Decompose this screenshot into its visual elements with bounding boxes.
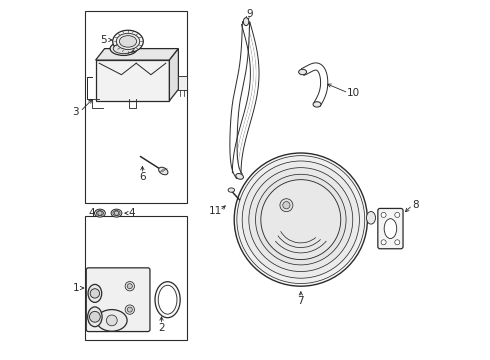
- Bar: [85, 216, 187, 340]
- Circle shape: [127, 307, 132, 312]
- Ellipse shape: [228, 188, 235, 192]
- Circle shape: [237, 156, 365, 284]
- Text: 10: 10: [346, 88, 360, 98]
- Ellipse shape: [298, 69, 307, 75]
- Circle shape: [234, 153, 368, 286]
- Ellipse shape: [236, 174, 244, 179]
- Ellipse shape: [97, 211, 103, 216]
- Ellipse shape: [113, 211, 120, 216]
- Polygon shape: [96, 60, 170, 101]
- Ellipse shape: [120, 36, 137, 47]
- Bar: [178, 76, 187, 90]
- Circle shape: [249, 168, 353, 271]
- Circle shape: [381, 240, 386, 245]
- Text: 2: 2: [158, 323, 165, 333]
- Bar: [85, 11, 187, 203]
- FancyBboxPatch shape: [378, 208, 403, 249]
- Ellipse shape: [367, 211, 375, 224]
- Circle shape: [98, 211, 102, 215]
- Circle shape: [106, 315, 117, 326]
- Text: 4: 4: [88, 208, 95, 218]
- Text: 3: 3: [73, 107, 79, 117]
- Circle shape: [280, 199, 293, 212]
- Ellipse shape: [113, 30, 143, 53]
- Text: 8: 8: [412, 200, 418, 210]
- Ellipse shape: [110, 42, 137, 55]
- Circle shape: [127, 284, 132, 289]
- Text: 7: 7: [297, 296, 304, 306]
- Ellipse shape: [88, 284, 102, 302]
- Circle shape: [255, 174, 346, 265]
- Ellipse shape: [113, 44, 134, 54]
- Ellipse shape: [88, 307, 102, 327]
- Ellipse shape: [95, 209, 105, 217]
- Polygon shape: [170, 49, 178, 101]
- Ellipse shape: [111, 209, 122, 217]
- Text: 9: 9: [247, 9, 253, 19]
- Circle shape: [90, 311, 100, 322]
- FancyBboxPatch shape: [86, 268, 150, 332]
- Ellipse shape: [158, 285, 177, 314]
- Ellipse shape: [97, 310, 127, 331]
- Circle shape: [395, 240, 400, 245]
- Ellipse shape: [384, 219, 397, 239]
- Polygon shape: [96, 49, 178, 60]
- Ellipse shape: [159, 167, 168, 175]
- Ellipse shape: [313, 102, 321, 107]
- Circle shape: [261, 180, 341, 260]
- Text: 5: 5: [100, 35, 107, 45]
- Circle shape: [395, 212, 400, 217]
- Text: 4: 4: [129, 208, 135, 218]
- Text: 6: 6: [139, 172, 146, 183]
- Text: 1: 1: [73, 283, 80, 293]
- Circle shape: [381, 212, 386, 217]
- Ellipse shape: [116, 33, 140, 50]
- Text: 11: 11: [209, 206, 222, 216]
- Circle shape: [125, 282, 134, 291]
- Ellipse shape: [244, 18, 249, 26]
- Circle shape: [242, 161, 359, 278]
- Circle shape: [125, 305, 134, 314]
- Ellipse shape: [155, 282, 180, 318]
- Circle shape: [90, 289, 99, 298]
- Circle shape: [283, 202, 290, 209]
- Circle shape: [114, 211, 119, 215]
